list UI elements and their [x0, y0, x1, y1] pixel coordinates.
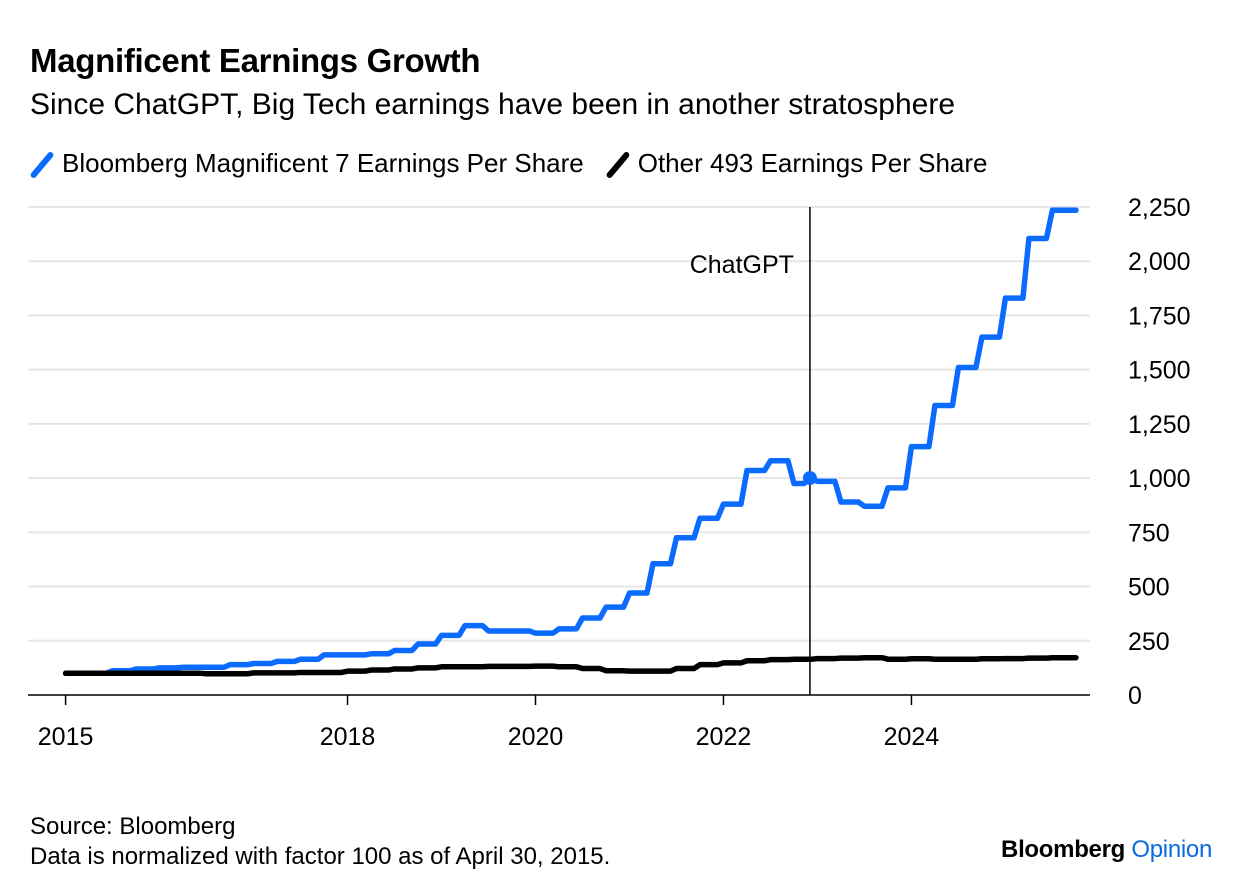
y-tick-label: 2,000: [1128, 248, 1191, 276]
brand-logo: Bloomberg Opinion: [1001, 836, 1212, 864]
x-tick-label: 2024: [884, 723, 940, 751]
y-tick-label: 2,250: [1128, 195, 1191, 222]
normalization-note: Data is normalized with factor 100 as of…: [30, 843, 611, 870]
series-line-other493: [62, 654, 1079, 677]
chatgpt-annotation-label: ChatGPT: [690, 251, 794, 279]
legend-item-mag7: Bloomberg Magnificent 7 Earnings Per Sha…: [30, 148, 584, 179]
y-tick-label: 250: [1128, 628, 1170, 656]
y-tick-label: 0: [1128, 682, 1142, 710]
y-tick-label: 500: [1128, 574, 1170, 602]
chatgpt-marker-dot: [802, 471, 817, 486]
legend-swatch-blue: [30, 149, 52, 179]
series-line-mag7: [62, 207, 1079, 677]
legend-label-mag7: Bloomberg Magnificent 7 Earnings Per Sha…: [62, 148, 584, 178]
y-tick-label: 1,500: [1128, 357, 1191, 385]
chart-title: Magnificent Earnings Growth: [30, 42, 481, 79]
y-tick-label: 1,000: [1128, 465, 1191, 493]
y-tick-label: 1,250: [1128, 411, 1191, 439]
x-tick-label: 2015: [38, 723, 94, 751]
legend-swatch-black: [606, 149, 628, 179]
y-tick-label: 1,750: [1128, 302, 1191, 330]
chart-legend: Bloomberg Magnificent 7 Earnings Per Sha…: [30, 148, 1010, 179]
x-tick-label: 2018: [320, 723, 376, 751]
legend-item-other493: Other 493 Earnings Per Share: [606, 148, 988, 179]
source-note: Source: Bloomberg: [30, 813, 236, 840]
chart-footer: Source: Bloomberg Data is normalized wit…: [30, 812, 610, 872]
brand-suffix: Opinion: [1131, 836, 1212, 863]
line-chart: 0 250 500 750 1,000 1,250 1,500 1,750 2,000 2,250…: [28, 195, 1191, 751]
y-tick-label: 750: [1128, 519, 1170, 547]
x-tick-label: 2020: [508, 723, 564, 751]
brand-name: Bloomberg: [1001, 836, 1125, 863]
chart-subtitle: Since ChatGPT, Big Tech earnings have be…: [30, 88, 956, 121]
x-tick-label: 2022: [696, 723, 752, 751]
legend-label-other493: Other 493 Earnings Per Share: [637, 148, 988, 178]
